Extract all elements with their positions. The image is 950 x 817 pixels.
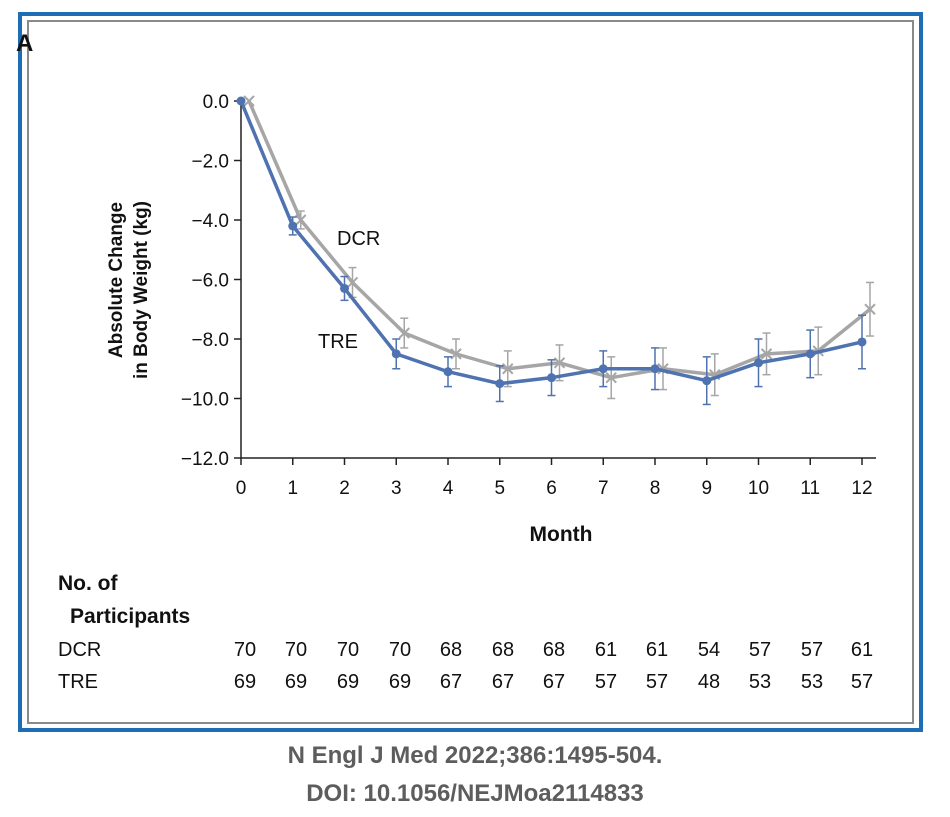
data-point-dcr: [502, 363, 514, 375]
participant-count: 61: [595, 639, 617, 661]
data-point-tre: [702, 376, 712, 386]
panel-label: A: [16, 30, 34, 57]
x-tick-label: 4: [443, 478, 454, 499]
x-tick-label: 6: [546, 478, 557, 499]
participant-count: 54: [698, 639, 720, 661]
participant-count: 68: [543, 639, 565, 661]
y-tick-label: −2.0: [191, 152, 229, 173]
data-point-dcr: [398, 327, 410, 339]
participant-count: 68: [440, 639, 462, 661]
participant-count: 57: [801, 639, 823, 661]
participant-count: 57: [646, 671, 668, 693]
x-tick-label: 3: [391, 478, 402, 499]
y-tick-label: 0.0: [203, 92, 229, 113]
participants-heading-line2: Participants: [70, 605, 190, 628]
participant-count: 69: [234, 671, 256, 693]
y-tick-label: −6.0: [191, 271, 229, 292]
y-tick-label: −10.0: [181, 390, 229, 411]
participant-count: 69: [337, 671, 359, 693]
data-point-dcr: [450, 348, 462, 360]
weight-change-chart: 0.0−2.0−4.0−6.0−8.0−10.0−12.00 1 2 3 4 5 6 7 8 9 1…: [58, 92, 876, 693]
participant-count: 53: [749, 671, 771, 693]
x-tick-label: 0: [236, 478, 247, 499]
x-tick-label: 7: [598, 478, 609, 499]
participant-count: 67: [440, 671, 462, 693]
data-point-dcr: [243, 95, 255, 107]
data-point-tre: [754, 358, 763, 368]
participant-count: 70: [285, 639, 307, 661]
figure-frame: [18, 12, 923, 732]
data-point-dcr: [864, 303, 876, 315]
y-axis-label-line2: in Body Weight (kg): [131, 201, 152, 379]
participant-count: 67: [543, 671, 565, 693]
citation-doi: DOI: 10.1056/NEJMoa2114833: [306, 780, 644, 807]
data-point-dcr: [295, 214, 307, 226]
data-point-dcr: [605, 371, 617, 384]
x-tick-label: 5: [494, 478, 505, 499]
participant-count: 70: [234, 639, 256, 661]
y-axis-label-line1: Absolute Change: [106, 202, 127, 358]
x-tick-label: 12: [851, 478, 872, 499]
data-point-dcr: [346, 276, 359, 289]
data-point-tre: [340, 283, 349, 293]
data-point-tre: [598, 364, 608, 374]
x-tick-label: 11: [800, 478, 820, 499]
participant-count: 69: [389, 671, 411, 693]
x-tick-label: 1: [287, 478, 298, 499]
y-tick-label: −4.0: [191, 211, 229, 232]
participant-count: 69: [285, 671, 307, 693]
participant-count: 68: [492, 639, 514, 661]
participants-heading-line1: No. of: [58, 572, 118, 595]
participant-count: 70: [389, 639, 411, 661]
x-tick-label: 9: [701, 478, 712, 499]
participants-row-label: TRE: [58, 671, 98, 693]
x-tick-label: 8: [650, 478, 661, 499]
y-tick-label: −12.0: [181, 449, 229, 470]
participant-count: 67: [492, 671, 514, 693]
participant-count: 57: [749, 639, 771, 661]
participant-count: 61: [851, 639, 873, 661]
participants-row-label: DCR: [58, 639, 101, 661]
participant-count: 53: [801, 671, 823, 693]
data-point-tre: [288, 221, 298, 231]
series-label-tre: TRE: [318, 331, 358, 353]
data-point-tre: [391, 349, 401, 359]
data-point-tre: [857, 337, 867, 347]
citation-journal: N Engl J Med 2022;386:1495-504.: [287, 742, 663, 769]
participant-count: 61: [646, 639, 668, 661]
data-point-tre: [236, 96, 246, 106]
data-point-tre: [495, 379, 505, 389]
participant-count: 48: [698, 671, 720, 693]
data-point-tre: [443, 367, 453, 377]
participant-count: 57: [851, 671, 873, 693]
series-label-dcr: DCR: [337, 228, 380, 250]
participant-count: 57: [595, 671, 617, 693]
x-tick-label: 2: [339, 478, 350, 499]
participant-count: 70: [337, 639, 359, 661]
y-tick-label: −8.0: [191, 330, 229, 351]
data-point-dcr: [760, 348, 773, 360]
data-point-tre: [547, 373, 556, 383]
x-tick-label: 10: [748, 478, 769, 499]
figure-inner-border: [27, 20, 914, 724]
data-point-tre: [805, 349, 815, 359]
x-axis-label: Month: [530, 523, 593, 546]
data-point-dcr: [553, 357, 566, 369]
data-point-tre: [650, 364, 660, 374]
